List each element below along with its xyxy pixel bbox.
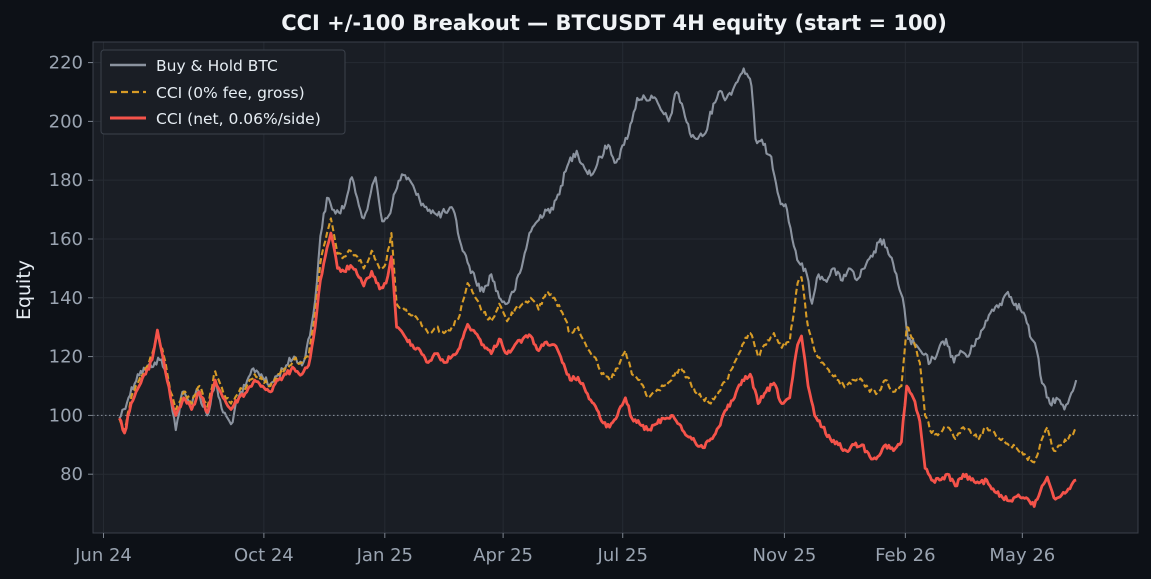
plot-frame xyxy=(92,41,1139,534)
legend-label-cci-gross: CCI (0% fee, gross) xyxy=(156,84,305,102)
x-tick-label: May 26 xyxy=(989,545,1055,566)
y-tick-label: 100 xyxy=(49,405,83,426)
x-tick-label: Apr 25 xyxy=(473,545,533,566)
series-line-cci-net xyxy=(118,231,1077,508)
y-axis: 80 100 120 140 160 180 200 220 xyxy=(49,53,93,485)
x-tick-label: Feb 26 xyxy=(875,545,936,566)
series-line-cci-gross xyxy=(118,217,1078,464)
x-axis: Jun 24 Oct 24 Jan 25 Apr 25 Jul 25 Nov 25 Feb … xyxy=(74,533,1055,566)
legend-box xyxy=(100,49,346,135)
series-line-buy-hold xyxy=(118,67,1078,432)
y-axis-label: Equity xyxy=(13,260,35,320)
y-tick-label: 120 xyxy=(49,347,83,368)
y-tick-label: 220 xyxy=(49,53,83,74)
y-tick-label: 180 xyxy=(49,170,83,191)
y-tick-label: 200 xyxy=(49,111,83,132)
x-tick-label: Jun 24 xyxy=(74,545,132,566)
chart-title: CCI +/-100 Breakout — BTCUSDT 4H equity … xyxy=(281,11,947,35)
x-tick-label: Oct 24 xyxy=(234,545,294,566)
y-tick-label: 80 xyxy=(60,464,83,485)
x-tick-label: Jul 25 xyxy=(597,545,648,566)
y-tick-label: 160 xyxy=(49,229,83,250)
x-tick-label: Nov 25 xyxy=(753,545,817,566)
x-tick-label: Jan 25 xyxy=(356,545,413,566)
legend-label-buy-hold: Buy & Hold BTC xyxy=(156,57,278,75)
legend-label-cci-net: CCI (net, 0.06%/side) xyxy=(156,110,321,128)
y-tick-label: 140 xyxy=(49,288,83,309)
legend: Buy & Hold BTC CCI (0% fee, gross) CCI (… xyxy=(100,49,346,135)
series-lines xyxy=(118,67,1078,508)
